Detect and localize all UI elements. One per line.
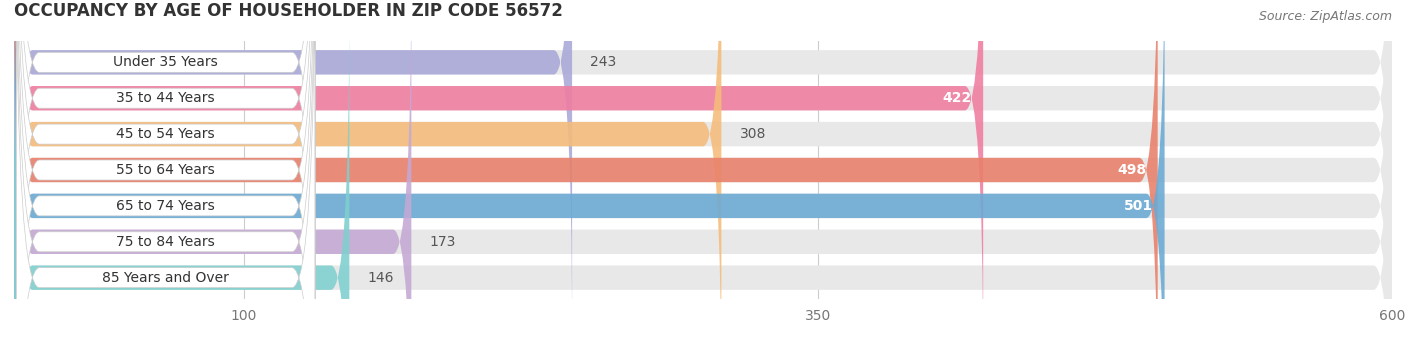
FancyBboxPatch shape [17, 0, 315, 340]
FancyBboxPatch shape [14, 0, 1392, 340]
FancyBboxPatch shape [17, 0, 315, 340]
FancyBboxPatch shape [14, 3, 1392, 340]
FancyBboxPatch shape [14, 0, 1164, 340]
FancyBboxPatch shape [14, 0, 721, 340]
Text: 75 to 84 Years: 75 to 84 Years [117, 235, 215, 249]
Text: 45 to 54 Years: 45 to 54 Years [117, 127, 215, 141]
Text: 85 Years and Over: 85 Years and Over [103, 271, 229, 285]
FancyBboxPatch shape [14, 0, 1157, 340]
FancyBboxPatch shape [14, 0, 983, 340]
Text: 35 to 44 Years: 35 to 44 Years [117, 91, 215, 105]
FancyBboxPatch shape [17, 0, 315, 340]
FancyBboxPatch shape [14, 0, 1392, 340]
Text: OCCUPANCY BY AGE OF HOUSEHOLDER IN ZIP CODE 56572: OCCUPANCY BY AGE OF HOUSEHOLDER IN ZIP C… [14, 2, 562, 20]
Text: 501: 501 [1123, 199, 1153, 213]
FancyBboxPatch shape [14, 3, 349, 340]
FancyBboxPatch shape [17, 0, 315, 340]
Text: 55 to 64 Years: 55 to 64 Years [117, 163, 215, 177]
FancyBboxPatch shape [14, 0, 1392, 340]
FancyBboxPatch shape [14, 0, 412, 340]
FancyBboxPatch shape [14, 0, 1392, 337]
FancyBboxPatch shape [17, 0, 315, 340]
Text: Source: ZipAtlas.com: Source: ZipAtlas.com [1258, 10, 1392, 23]
Text: 422: 422 [942, 91, 972, 105]
FancyBboxPatch shape [17, 0, 315, 340]
Text: 308: 308 [740, 127, 766, 141]
Text: 498: 498 [1118, 163, 1146, 177]
Text: Under 35 Years: Under 35 Years [114, 55, 218, 69]
FancyBboxPatch shape [17, 0, 315, 340]
Text: 243: 243 [591, 55, 617, 69]
Text: 65 to 74 Years: 65 to 74 Years [117, 199, 215, 213]
Text: 146: 146 [368, 271, 394, 285]
Text: 173: 173 [430, 235, 456, 249]
FancyBboxPatch shape [14, 0, 572, 337]
FancyBboxPatch shape [14, 0, 1392, 340]
FancyBboxPatch shape [14, 0, 1392, 340]
